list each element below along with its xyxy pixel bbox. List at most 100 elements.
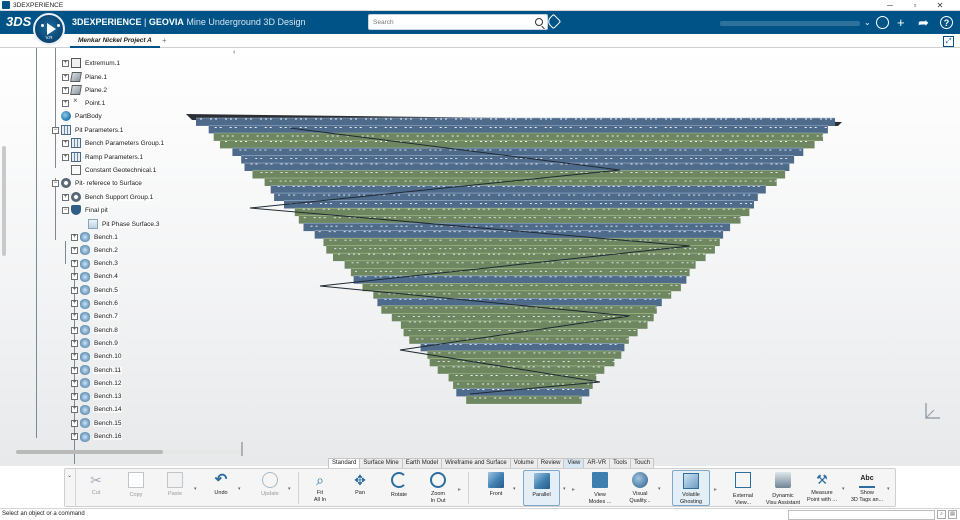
undo-button[interactable]: ↶ Undo <box>209 470 233 506</box>
tree-collapse-button[interactable]: ‹ <box>233 49 236 56</box>
3d-viewport[interactable] <box>0 48 960 466</box>
toolbar-arrow[interactable]: ▸ <box>714 487 718 493</box>
toolbar-arrow[interactable]: ▸ <box>572 487 576 493</box>
expand-node-icon[interactable]: + <box>71 313 78 321</box>
tree-item[interactable]: + Bench.12 <box>71 377 123 389</box>
tree-item[interactable]: + Bench.15 <box>71 417 123 429</box>
expand-node-icon[interactable]: + <box>71 260 78 268</box>
panel-splitter[interactable] <box>241 442 243 456</box>
tree-item[interactable]: + Bench.3 <box>71 258 119 270</box>
tree-item[interactable]: + Bench.9 <box>71 337 119 349</box>
command-search-icon[interactable]: ⌕ <box>937 510 946 519</box>
maximize-button[interactable]: ▫ <box>913 1 917 10</box>
tree-item[interactable]: − Pit- referece to Surface <box>52 177 143 189</box>
expand-node-icon[interactable]: + <box>71 300 78 307</box>
visual-quality-caret[interactable]: ▾ <box>658 486 661 492</box>
compass-icon[interactable]: V.R <box>33 13 65 45</box>
tree-horizontal-scrollbar[interactable] <box>16 450 163 454</box>
pan-button[interactable]: ✥ Pan <box>346 470 374 506</box>
tree-item[interactable]: + Bench.5 <box>71 284 119 296</box>
search-icon[interactable] <box>535 18 543 26</box>
expand-node-icon[interactable]: + <box>71 353 78 361</box>
zoom-in-out-button[interactable]: Zoom In Out <box>424 470 452 506</box>
expand-node-icon[interactable]: + <box>71 286 78 294</box>
section-tab-wireframe-and-surface[interactable]: Wireframe and Surface <box>441 458 511 468</box>
tree-item[interactable]: + Bench Support Group.1 <box>62 191 155 203</box>
chevron-down-icon[interactable]: ⌄ <box>864 18 871 27</box>
expand-node-icon[interactable]: + <box>71 406 78 414</box>
open-pit-model[interactable] <box>0 48 960 466</box>
tree-item[interactable]: + Bench.2 <box>71 244 119 256</box>
dynamic-visu-assistant-button[interactable]: Dynamic Visu Assistant <box>764 470 802 506</box>
expand-node-icon[interactable]: + <box>62 193 69 201</box>
rotate-button[interactable]: Rotate <box>385 470 413 506</box>
front-view-button[interactable]: Front <box>482 470 510 506</box>
minimize-button[interactable]: ─ <box>887 1 893 10</box>
tree-item[interactable]: Pit Phase Surface.3 <box>79 218 161 230</box>
tree-item[interactable]: + Bench.13 <box>71 391 123 403</box>
tree-item[interactable]: + Plane.2 <box>62 84 109 96</box>
visual-quality-button[interactable]: Visual Quality... <box>625 470 655 506</box>
tree-item[interactable]: + Point.1 <box>62 96 107 109</box>
tree-item[interactable]: + Bench.4 <box>71 271 119 283</box>
front-options-caret[interactable]: ▾ <box>513 486 516 492</box>
collapse-node-icon[interactable]: − <box>52 179 59 187</box>
expand-node-icon[interactable]: + <box>71 246 78 254</box>
collapse-node-icon[interactable]: − <box>62 206 69 214</box>
section-tab-review[interactable]: Review <box>536 458 565 468</box>
section-tab-touch[interactable]: Touch <box>630 458 655 468</box>
tree-item[interactable]: + Bench.16 <box>71 431 123 443</box>
copy-button[interactable]: Copy <box>124 470 148 506</box>
expand-node-icon[interactable]: + <box>62 86 69 94</box>
expand-node-icon[interactable]: + <box>71 419 78 427</box>
add-icon[interactable]: + <box>897 15 905 30</box>
command-input[interactable] <box>788 510 935 520</box>
section-tab-tools[interactable]: Tools <box>609 458 632 468</box>
expand-node-icon[interactable]: + <box>62 139 69 147</box>
show-3d-tags-button[interactable]: Abc Show 3D Tags an... <box>848 470 886 506</box>
section-tab-earth-model[interactable]: Earth Model <box>401 458 443 468</box>
help-button[interactable]: ? <box>940 15 953 30</box>
toolbar-arrow[interactable]: ▸ <box>458 487 462 493</box>
close-window-button[interactable]: ✕ <box>936 1 944 10</box>
section-tab-view[interactable]: View <box>563 458 585 468</box>
update-button[interactable]: Update <box>256 470 284 506</box>
tree-item[interactable]: + Bench.10 <box>71 351 123 363</box>
parallel-options-caret[interactable]: ▾ <box>563 486 566 492</box>
search-input[interactable] <box>369 15 529 29</box>
tree-item[interactable]: + Bench.8 <box>71 324 119 336</box>
section-tab-ar-vr[interactable]: AR-VR <box>583 458 611 468</box>
expand-node-icon[interactable]: + <box>71 379 78 387</box>
section-tab-surface-mine[interactable]: Surface Mine <box>359 458 403 468</box>
tags-options-caret[interactable]: ▾ <box>887 486 890 492</box>
tree-item[interactable]: + Plane.1 <box>62 71 109 83</box>
tree-vertical-scrollbar[interactable] <box>2 146 6 256</box>
expand-node-icon[interactable]: + <box>71 433 78 440</box>
volatile-ghosting-button[interactable]: Volatile Ghosting <box>672 470 710 506</box>
expand-node-icon[interactable]: + <box>62 73 69 81</box>
expand-node-icon[interactable]: + <box>71 339 78 347</box>
expand-node-icon[interactable]: + <box>62 153 69 161</box>
tree-item[interactable]: + Bench Parameters Group.1 <box>62 137 166 149</box>
expand-node-icon[interactable]: + <box>71 393 78 401</box>
expand-node-icon[interactable]: + <box>71 326 78 334</box>
tree-item[interactable]: + Bench.1 <box>71 231 119 243</box>
measure-options-caret[interactable]: ▾ <box>842 486 845 492</box>
tab-menkar-nickel-project[interactable]: Menkar Nickel Project A <box>70 34 160 48</box>
tree-item[interactable]: + Bench.6 <box>71 298 119 310</box>
undo-options-caret[interactable]: ▾ <box>238 486 241 492</box>
search-box[interactable] <box>368 14 548 30</box>
status-options-icon[interactable]: ▤ <box>948 510 957 519</box>
update-options-caret[interactable]: ▾ <box>288 486 291 492</box>
fit-all-in-button[interactable]: ⌕ Fit All In <box>306 470 334 506</box>
expand-node-icon[interactable]: + <box>71 366 78 374</box>
view-modes-button[interactable]: View Modes ... <box>586 470 614 506</box>
fullscreen-icon[interactable]: ⤢ <box>943 36 954 47</box>
user-profile-button[interactable] <box>876 15 889 30</box>
tree-item[interactable]: − Pit Parameters.1 <box>52 124 125 136</box>
add-tab-button[interactable]: + <box>162 36 167 45</box>
tree-item[interactable]: + Bench.7 <box>71 311 119 323</box>
tree-item[interactable]: + Bench.14 <box>71 404 123 416</box>
tree-item[interactable]: PartBody <box>52 110 103 122</box>
axis-orientation-icon[interactable] <box>922 401 942 421</box>
